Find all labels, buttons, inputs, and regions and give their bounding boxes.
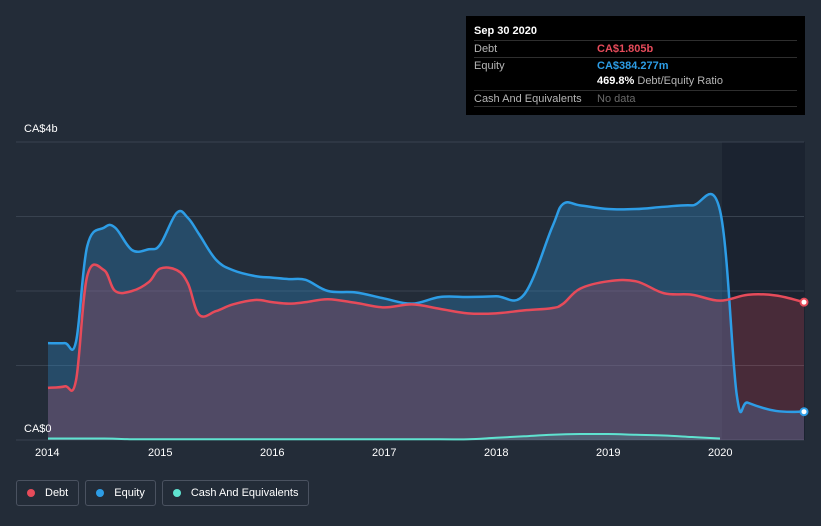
equity-dot-icon [96,489,105,497]
x-tick-label: 2018 [484,447,508,459]
debtend-marker [799,297,809,307]
tooltip-equity-value: CA$384.277m [597,59,669,72]
legend-debt-label: Debt [45,487,69,499]
debt-equity-chart: CA$0 CA$4b 2014 2015 2016 2017 2018 2019 2020 [16,123,809,459]
tooltip-ratio-label: Debt/Equity Ratio [637,75,723,87]
tooltip-ratio-value: 469.8% [597,75,635,87]
cash-and-equivalentsline [47,432,721,441]
equityarea [48,194,804,440]
legend-debt[interactable]: Debt [16,480,80,506]
series-lines [47,192,805,441]
x-tick-label: 2016 [260,447,284,459]
equityend-marker [799,407,809,417]
tooltip-equity-label: Equity [474,59,505,72]
tooltip-debt-label: Debt [474,43,498,55]
legend-equity[interactable]: Equity [85,480,156,506]
x-tick-label: 2017 [372,447,396,459]
tooltip-cash-row: Cash And Equivalents No data [474,89,797,107]
x-tick-label: 2015 [148,447,172,459]
debtline [47,263,805,392]
y-tick-label: CA$4b [24,123,58,135]
x-axis-labels: 2014 2015 2016 2017 2018 2019 2020 [35,447,732,459]
gridlines [16,141,804,441]
tooltip-ratio-row: 469.8% Debt/Equity Ratio [474,73,797,90]
tooltip-cash-label: Cash And Equivalents [474,92,582,105]
series-areas [48,194,804,440]
chart-legend: Debt Equity Cash And Equivalents [16,480,310,506]
legend-equity-label: Equity [114,487,145,499]
tooltip-debt-value: CA$1.805b [597,43,654,55]
tooltip-date: Sep 30 2020 [474,25,537,37]
tooltip-panel: Sep 30 2020 Debt CA$1.805b Equity CA$384… [466,16,805,115]
x-tick-label: 2014 [35,447,59,459]
tooltip-cash-value: No data [597,92,636,105]
x-tick-label: 2020 [708,447,732,459]
tooltip-debt-row: Debt CA$1.805b [474,40,797,57]
series-end-markers [799,297,809,417]
x-tick-label: 2019 [596,447,620,459]
legend-cash[interactable]: Cash And Equivalents [161,480,310,506]
y-tick-label: CA$0 [24,423,52,435]
legend-cash-label: Cash And Equivalents [190,487,299,499]
equityline [47,192,805,414]
debt-dot-icon [27,489,35,497]
cash-dot-icon [172,489,181,497]
debtarea [48,264,804,440]
y-axis-labels: CA$0 CA$4b [24,123,58,435]
tooltip-equity-row: Equity CA$384.277m [474,56,797,74]
